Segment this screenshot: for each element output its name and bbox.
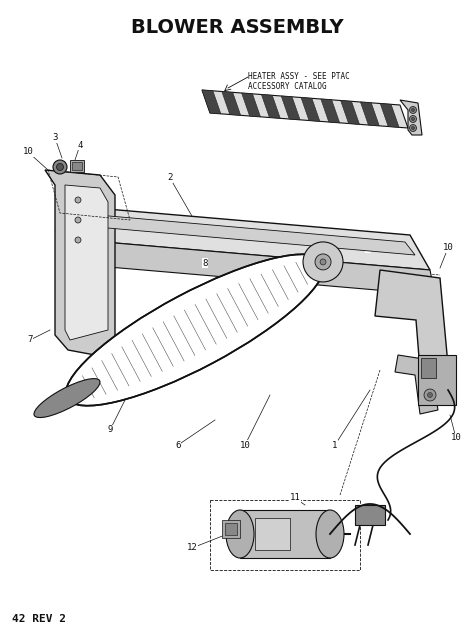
Bar bbox=[240, 510, 330, 558]
Ellipse shape bbox=[316, 510, 344, 558]
Polygon shape bbox=[360, 102, 379, 126]
Text: BLOWER ASSEMBLY: BLOWER ASSEMBLY bbox=[131, 18, 343, 37]
Polygon shape bbox=[202, 90, 408, 128]
Text: 3: 3 bbox=[52, 134, 58, 143]
Circle shape bbox=[56, 164, 64, 171]
Bar bbox=[222, 520, 240, 538]
Text: 10: 10 bbox=[240, 441, 250, 450]
Text: 11: 11 bbox=[290, 493, 301, 503]
Polygon shape bbox=[395, 355, 438, 414]
Bar bbox=[418, 355, 456, 405]
Polygon shape bbox=[202, 90, 221, 114]
Ellipse shape bbox=[66, 254, 324, 406]
Circle shape bbox=[410, 124, 417, 131]
Text: 8: 8 bbox=[202, 259, 208, 268]
Circle shape bbox=[411, 108, 414, 112]
Polygon shape bbox=[321, 99, 340, 123]
Polygon shape bbox=[380, 103, 399, 127]
Circle shape bbox=[410, 107, 417, 113]
Circle shape bbox=[75, 237, 81, 243]
Bar bbox=[72, 162, 82, 170]
Polygon shape bbox=[341, 101, 359, 124]
Polygon shape bbox=[45, 170, 115, 355]
Circle shape bbox=[53, 160, 67, 174]
Text: 10: 10 bbox=[443, 243, 453, 252]
Circle shape bbox=[75, 197, 81, 203]
Circle shape bbox=[428, 392, 432, 398]
Polygon shape bbox=[242, 93, 261, 117]
Text: HEATER ASSY - SEE PTAC
ACCESSORY CATALOG: HEATER ASSY - SEE PTAC ACCESSORY CATALOG bbox=[248, 72, 350, 91]
Ellipse shape bbox=[226, 510, 254, 558]
Circle shape bbox=[411, 117, 414, 120]
Polygon shape bbox=[75, 213, 415, 255]
Polygon shape bbox=[281, 96, 300, 120]
Bar bbox=[225, 523, 237, 535]
Polygon shape bbox=[60, 205, 430, 270]
Text: 9: 9 bbox=[107, 425, 113, 434]
Ellipse shape bbox=[303, 242, 343, 282]
Text: 10: 10 bbox=[451, 434, 461, 443]
Circle shape bbox=[410, 115, 417, 122]
Bar bbox=[355, 505, 385, 525]
Text: 12: 12 bbox=[187, 543, 197, 552]
Circle shape bbox=[320, 259, 326, 265]
Polygon shape bbox=[65, 185, 108, 340]
Ellipse shape bbox=[34, 378, 100, 418]
Circle shape bbox=[75, 217, 81, 223]
Polygon shape bbox=[375, 270, 448, 370]
Circle shape bbox=[424, 389, 436, 401]
Text: 42 REV 2: 42 REV 2 bbox=[12, 614, 66, 624]
Text: 1: 1 bbox=[332, 441, 337, 450]
Bar bbox=[70, 160, 84, 172]
Text: 8: 8 bbox=[202, 259, 208, 268]
Text: 2: 2 bbox=[167, 174, 173, 183]
Text: 6: 6 bbox=[175, 441, 181, 450]
Polygon shape bbox=[222, 91, 241, 115]
Polygon shape bbox=[80, 240, 435, 295]
Text: 7: 7 bbox=[27, 335, 33, 344]
Polygon shape bbox=[400, 100, 422, 135]
Bar bbox=[421, 358, 436, 378]
Circle shape bbox=[315, 254, 331, 270]
Polygon shape bbox=[261, 94, 280, 119]
Text: 10: 10 bbox=[23, 148, 33, 157]
Polygon shape bbox=[301, 98, 320, 121]
Bar bbox=[255, 518, 290, 550]
Circle shape bbox=[411, 127, 414, 129]
Text: 5: 5 bbox=[365, 243, 371, 252]
Text: 4: 4 bbox=[77, 141, 82, 150]
